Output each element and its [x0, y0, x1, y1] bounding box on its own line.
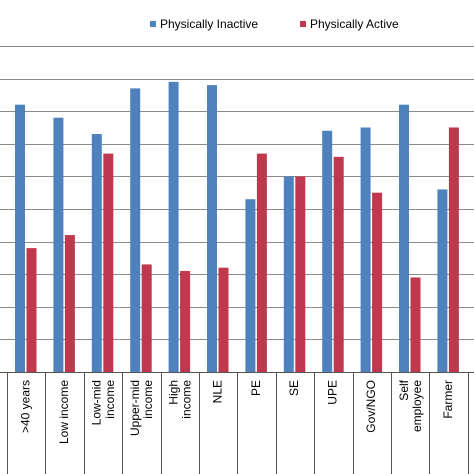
bar-physically-active [64, 235, 75, 372]
bar-physically-active [218, 267, 229, 372]
bar-physically-inactive [437, 189, 448, 372]
category-label: UPE [326, 380, 340, 405]
category-label: Highincome [166, 380, 193, 419]
bar-physically-active [410, 277, 421, 372]
bar-physically-active [333, 156, 344, 372]
bar-physically-active [26, 248, 37, 372]
bar-physically-inactive [207, 85, 217, 373]
bar-physically-inactive [399, 104, 409, 373]
bar-physically-active [180, 270, 191, 372]
category-label: NLE [210, 380, 224, 403]
bar-physically-inactive [130, 88, 141, 372]
bar-physically-inactive [283, 176, 294, 372]
bar-physically-inactive [15, 104, 25, 373]
category-label: PE [249, 380, 263, 396]
legend-physically-active-label: Physically Active [310, 17, 399, 31]
bars [15, 81, 459, 373]
bar-physically-inactive [53, 117, 64, 372]
legend-physically-inactive-swatch [150, 21, 156, 27]
bar-physically-active [448, 127, 459, 372]
bar-physically-active [295, 176, 306, 372]
category-label: Low income [57, 380, 71, 444]
category-labels: >40 years Low income Low-midincome Upper-mi… [18, 379, 454, 444]
legend-physically-inactive-label: Physically Inactive [160, 17, 258, 31]
bar-physically-active [141, 264, 152, 372]
category-label: SE [287, 380, 301, 396]
category-label: Low-midincome [90, 380, 117, 426]
legend: Physically Inactive Physically Active [150, 17, 399, 31]
category-label: >40 years [18, 380, 32, 433]
bar-physically-active [256, 153, 267, 372]
category-label: Farmer [441, 380, 455, 419]
bar-physically-inactive [91, 134, 102, 372]
gridlines [0, 46, 474, 373]
bar-physically-active [372, 192, 383, 372]
bar-physically-inactive [168, 81, 179, 373]
axes [0, 372, 474, 474]
bar-physically-inactive [245, 199, 256, 372]
bar-physically-inactive [322, 130, 333, 372]
bar-physically-active [103, 153, 114, 372]
category-label: Upper-midincome [128, 380, 155, 436]
bar-physically-inactive [360, 127, 371, 372]
category-label: Selfemployee [397, 379, 424, 432]
category-label: Gov/NGO [364, 380, 378, 433]
legend-physically-active-swatch [300, 21, 306, 27]
